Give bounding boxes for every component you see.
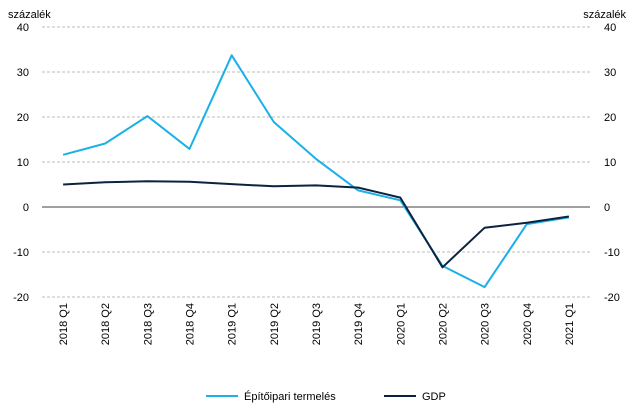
left-y-tick-label: -20: [13, 292, 29, 304]
left-unit-label: százalék: [8, 9, 51, 21]
right-y-tick-labels: -20 -10 0 10 20 30 40: [604, 22, 620, 304]
x-tick-label: 2018 Q4: [185, 303, 197, 345]
right-y-tick-label: 40: [604, 22, 616, 34]
x-tick-label: 2019 Q2: [269, 303, 281, 345]
legend-label-construction: Építőipari termelés: [244, 390, 336, 403]
x-tick-label: 2019 Q4: [353, 303, 365, 345]
left-y-tick-label: 40: [17, 22, 29, 34]
x-tick-label: 2018 Q3: [142, 303, 154, 345]
x-tick-label: 2021 Q1: [564, 303, 576, 345]
x-tick-label: 2020 Q4: [522, 303, 534, 345]
gridlines: [42, 26, 590, 298]
x-tick-label: 2020 Q1: [395, 303, 407, 345]
right-y-tick-label: 20: [604, 112, 616, 124]
legend: Építőipari termelés GDP: [206, 390, 446, 403]
right-y-tick-label: -10: [604, 247, 620, 259]
right-y-tick-label: 10: [604, 157, 616, 169]
left-y-tick-label: 20: [17, 112, 29, 124]
series-line-gdp: [63, 180, 570, 269]
left-y-tick-label: 30: [17, 67, 29, 79]
left-y-tick-label: 10: [17, 157, 29, 169]
right-y-tick-label: -20: [604, 292, 620, 304]
right-unit-label: százalék: [583, 9, 626, 21]
left-y-tick-label: 0: [23, 202, 29, 214]
right-y-tick-label: 0: [604, 202, 610, 214]
x-tick-label: 2019 Q3: [311, 303, 323, 345]
series-lines: [62, 54, 570, 289]
right-y-tick-label: 30: [604, 67, 616, 79]
x-tick-label: 2019 Q1: [227, 303, 239, 345]
x-tick-label: 2020 Q3: [480, 303, 492, 345]
x-tick-labels: 2018 Q1 2018 Q2 2018 Q3 2018 Q4 2019 Q1 2019 …: [58, 303, 576, 345]
legend-label-gdp: GDP: [422, 391, 446, 403]
x-tick-label: 2020 Q2: [437, 303, 449, 345]
left-y-tick-labels: -20 -10 0 10 20 30 40: [13, 22, 29, 304]
x-tick-label: 2018 Q1: [58, 303, 70, 345]
series-line-construction: [62, 54, 570, 289]
x-tick-label: 2018 Q2: [100, 303, 112, 345]
left-y-tick-label: -10: [13, 247, 29, 259]
